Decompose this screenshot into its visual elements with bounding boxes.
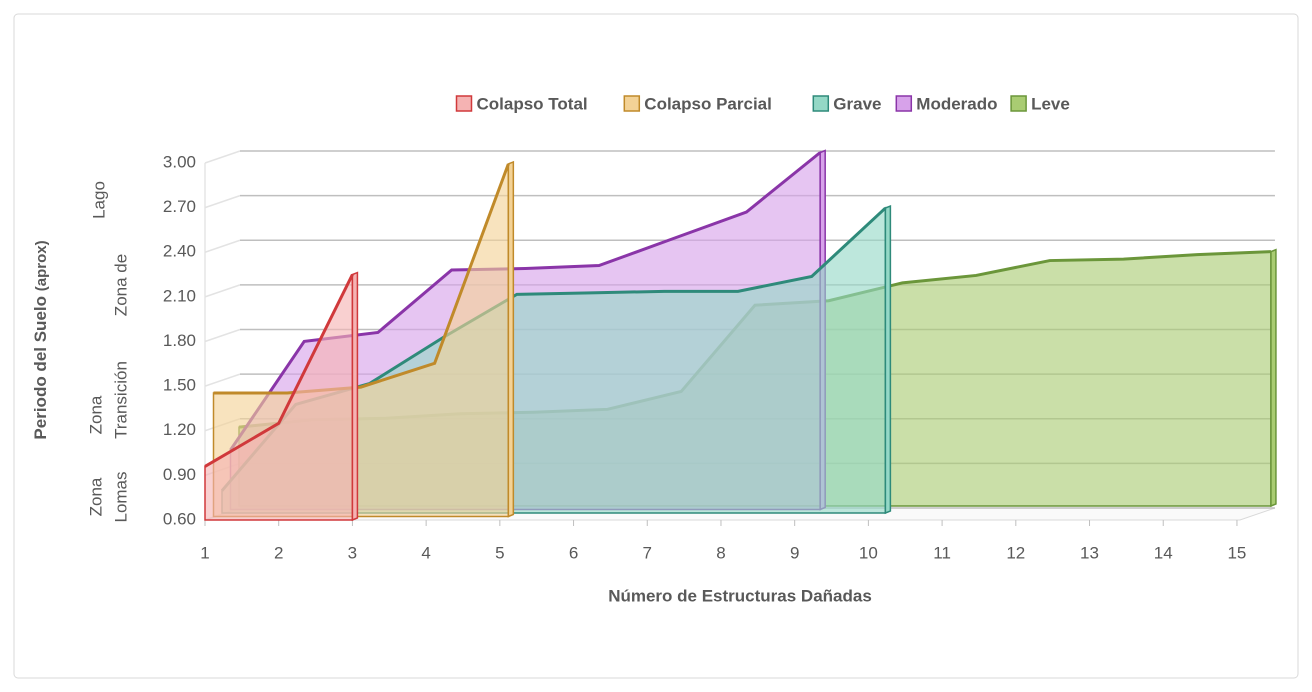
x-axis-title: Número de Estructuras Dañadas xyxy=(608,586,872,605)
x-tick-label: 14 xyxy=(1154,543,1173,562)
grid-line-side xyxy=(204,150,241,164)
grid-line-side xyxy=(204,239,241,253)
legend-label: Grave xyxy=(833,94,881,113)
zone-label: Zona xyxy=(86,477,105,516)
x-tick-label: 6 xyxy=(569,543,578,562)
legend-swatch xyxy=(1010,95,1027,112)
y-tick-label: 0.90 xyxy=(163,465,196,484)
zone-label: Lomas xyxy=(111,471,130,522)
x-tick-label: 11 xyxy=(933,543,951,562)
x-tick-label: 4 xyxy=(421,543,430,562)
x-tick-label: 10 xyxy=(859,543,878,562)
grid-line-side xyxy=(204,328,241,343)
legend-label: Colapso Parcial xyxy=(644,94,772,113)
area-end xyxy=(351,271,359,522)
x-tick-label: 7 xyxy=(643,543,652,562)
legend-label: Leve xyxy=(1031,94,1070,113)
y-tick-label: 0.60 xyxy=(163,509,196,528)
x-tick-label: 5 xyxy=(495,543,504,562)
y-axis-title-note: (aprox) xyxy=(33,240,50,291)
zone-label: Zona de xyxy=(111,254,130,316)
legend-label: Colapso Total xyxy=(477,94,588,113)
x-tick-label: 1 xyxy=(200,543,209,562)
legend-swatch xyxy=(623,95,641,112)
y-tick-label: 2.10 xyxy=(163,286,196,305)
grid-line-side xyxy=(204,194,241,209)
zone-label: Lago xyxy=(89,181,108,219)
area-top xyxy=(213,163,510,395)
legend-swatch xyxy=(812,95,830,112)
area-top xyxy=(204,273,354,468)
y-axis-title-main: Periodo del Suelo xyxy=(31,296,50,440)
series xyxy=(204,271,359,522)
x-tick-label: 3 xyxy=(348,543,357,562)
grid-line-side xyxy=(204,284,241,298)
x-tick-label: 13 xyxy=(1080,543,1099,562)
y-tick-label: 2.70 xyxy=(163,197,196,216)
area-end xyxy=(1270,248,1277,508)
legend-label: Moderado xyxy=(916,94,997,113)
legend-swatch xyxy=(895,95,913,112)
x-tick-label: 2 xyxy=(274,543,283,562)
y-tick-label: 1.20 xyxy=(163,420,196,439)
y-tick-label: 1.80 xyxy=(163,331,196,350)
zone-label: Zona xyxy=(86,395,105,434)
zone-label: Transición xyxy=(111,361,130,439)
x-tick-label: 8 xyxy=(716,543,725,562)
area-end xyxy=(884,204,892,515)
y-axis-title: Periodo del Suelo (aprox) xyxy=(31,240,50,439)
area-end xyxy=(507,160,515,518)
grid-line-side xyxy=(204,373,241,387)
x-tick-label: 12 xyxy=(1006,543,1025,562)
x-tick-label: 15 xyxy=(1227,543,1246,562)
y-tick-label: 3.00 xyxy=(163,152,196,171)
y-tick-label: 2.40 xyxy=(163,242,196,261)
y-tick-label: 1.50 xyxy=(163,376,196,395)
legend-swatch xyxy=(455,95,473,112)
x-tick-label: 9 xyxy=(790,543,799,562)
